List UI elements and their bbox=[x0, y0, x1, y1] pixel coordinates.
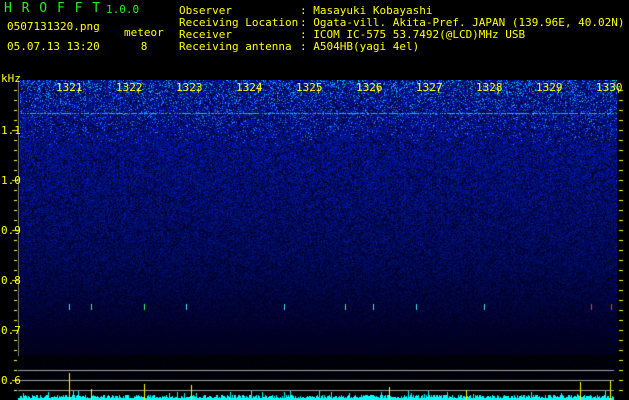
freq-tick-label: 1.1 bbox=[1, 124, 21, 137]
time-tick-label: 1326 bbox=[356, 81, 383, 94]
file-name: 0507131320.png bbox=[7, 20, 100, 33]
freq-tick-label: 0.7 bbox=[1, 324, 21, 337]
time-tick-label: 1325 bbox=[296, 81, 323, 94]
freq-tick-label: 0.6 bbox=[1, 374, 21, 387]
time-tick-label: 1328 bbox=[476, 81, 503, 94]
time-tick-label: 1322 bbox=[116, 81, 143, 94]
freq-tick-label: 1.0 bbox=[1, 174, 21, 187]
info-value-antenna: : A504HB(yagi 4el) bbox=[300, 40, 420, 53]
time-tick-label: 1324 bbox=[236, 81, 263, 94]
spectrogram bbox=[20, 80, 617, 380]
file-datetime: 05.07.13 13:20 bbox=[7, 40, 100, 53]
meteor-count: 8 bbox=[140, 40, 148, 53]
time-tick-label: 1330 bbox=[596, 81, 623, 94]
time-tick-label: 1323 bbox=[176, 81, 203, 94]
time-tick-label: 1329 bbox=[536, 81, 563, 94]
app-title: H R O F F T bbox=[4, 1, 102, 16]
meteor-label: meteor bbox=[124, 26, 164, 39]
time-tick-label: 1321 bbox=[56, 81, 83, 94]
app-version: 1.0.0 bbox=[106, 3, 140, 16]
freq-tick-label: 0.8 bbox=[1, 274, 21, 287]
freq-tick-label: 0.9 bbox=[1, 224, 21, 237]
info-label-antenna: Receiving antenna bbox=[179, 40, 292, 53]
time-tick-label: 1327 bbox=[416, 81, 443, 94]
freq-unit-label: kHz bbox=[1, 72, 21, 85]
